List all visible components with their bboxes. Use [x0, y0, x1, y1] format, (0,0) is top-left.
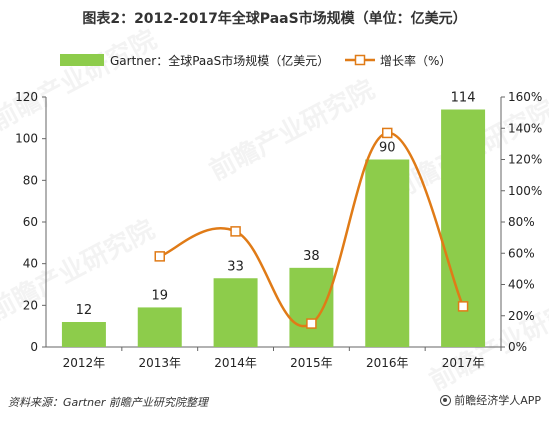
bar-data-label: 38	[303, 249, 320, 264]
legend-line-label: 增长率（%）	[380, 53, 451, 68]
bar	[213, 278, 258, 347]
growth-rate-marker	[382, 127, 393, 139]
bar	[289, 267, 334, 347]
growth-rate-marker	[306, 318, 317, 329]
y-left-tick-label: 120	[15, 90, 38, 104]
growth-rate-marker	[154, 251, 165, 262]
bar-data-label: 12	[76, 303, 93, 318]
chart-canvas: 0 20 40 60 80 100 120 0% 20% 40% 60% 80% 100% 120% 140…	[15, 53, 542, 370]
bar	[61, 322, 106, 347]
legend-line-marker	[354, 54, 366, 66]
y-right-tick-label: 80%	[508, 215, 535, 229]
x-tick-label: 2014年	[214, 356, 257, 370]
growth-rate-line	[159, 131, 465, 328]
source-note: 资料来源：Gartner 前瞻产业研究院整理	[8, 396, 208, 409]
chart-title: 图表2：2012-2017年全球PaaS市场规模（单位：亿美元）	[82, 11, 467, 27]
x-tick-label: 2012年	[63, 356, 106, 370]
bar	[137, 307, 182, 347]
y-right-tick-label: 140%	[508, 121, 542, 135]
brand-icon	[440, 394, 452, 406]
y-right-tick-label: 100%	[508, 184, 542, 198]
growth-rate-marker	[230, 226, 241, 237]
y-right-tick-label: 160%	[508, 90, 542, 104]
bar-data-label: 33	[227, 259, 244, 274]
legend-bar-swatch	[60, 54, 104, 66]
brand-label: 前瞻经济学人APP	[440, 392, 541, 408]
y-left-tick-label: 80	[23, 173, 38, 187]
y-right-tick-label: 60%	[508, 246, 535, 260]
bar-data-label: 90	[379, 141, 396, 156]
legend-bar-label: Gartner：全球PaaS市场规模（亿美元）	[110, 53, 329, 68]
y-right-tick-label: 20%	[508, 309, 535, 323]
y-left-tick-label: 100	[15, 132, 38, 146]
x-tick-label: 2013年	[138, 356, 181, 370]
bar-data-label: 19	[151, 288, 168, 303]
y-right-tick-label: 40%	[508, 278, 535, 292]
y-left-tick-label: 40	[23, 257, 38, 271]
x-tick-label: 2015年	[290, 356, 333, 370]
x-tick-label: 2017年	[442, 356, 485, 370]
brand-text: 前瞻经济学人APP	[454, 394, 541, 407]
bar	[365, 159, 410, 347]
y-left-tick-label: 60	[23, 215, 38, 229]
x-tick-label: 2016年	[366, 356, 409, 370]
bar-data-label: 114	[451, 91, 476, 106]
y-left-tick-label: 20	[23, 298, 38, 312]
growth-rate-marker	[457, 301, 469, 312]
y-right-tick-label: 120%	[508, 153, 542, 167]
y-right-tick-label: 0%	[508, 340, 527, 354]
y-left-tick-label: 0	[30, 340, 38, 354]
